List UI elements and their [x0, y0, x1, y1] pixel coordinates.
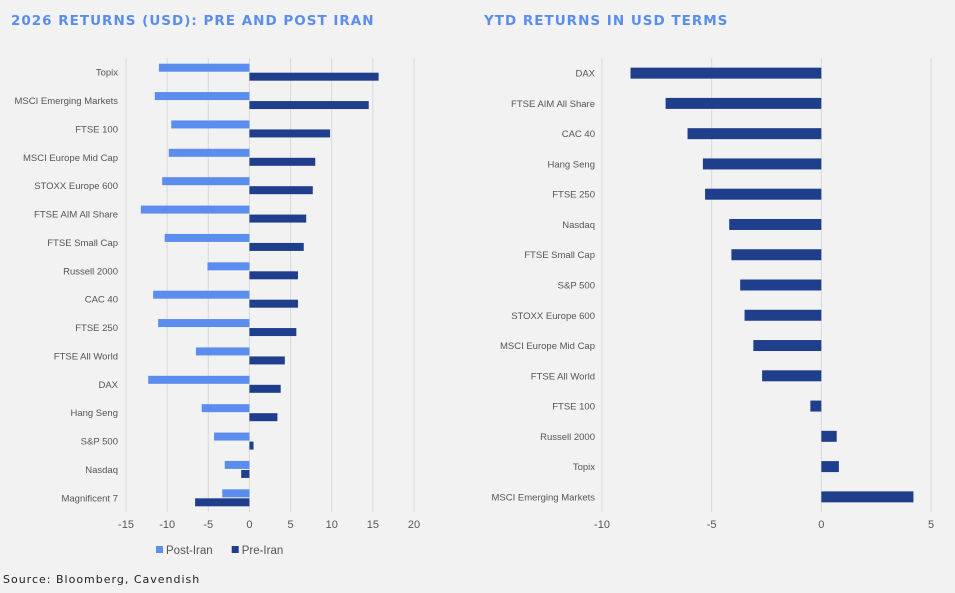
bar-ytd-topix: [821, 461, 839, 473]
bar-ytd-ftse-100: [810, 400, 822, 412]
bar-post-iran-ftse-small-cap: [164, 233, 250, 242]
category-label-hang-seng: Hang Seng: [70, 408, 118, 419]
bar-post-iran-ftse-250: [158, 319, 250, 328]
category-label-ftse-all-world: FTSE All World: [54, 351, 118, 362]
bar-pre-iran-ftse-all-world: [249, 356, 285, 365]
category-label-hang-seng: Hang Seng: [547, 159, 595, 170]
bar-pre-iran-hang-seng: [249, 413, 278, 422]
legend-swatch-post-iran: [156, 546, 163, 553]
category-label-russell-2000: Russell 2000: [63, 266, 118, 277]
category-label-msci-europe-mid-cap: MSCI Europe Mid Cap: [23, 153, 118, 164]
bar-ytd-cac-40: [687, 128, 822, 140]
category-label-topix: Topix: [573, 462, 595, 473]
category-label-ftse-aim-all-share: FTSE AIM All Share: [511, 99, 595, 110]
x-tick-label: -5: [707, 519, 717, 531]
pre-post-iran-returns-chart: -15 -10 -5 0 5 10 15 20 Topix MSCI Emerging Marke…: [15, 58, 420, 557]
x-tick-label: 0: [246, 519, 252, 531]
right-chart-title: YTD RETURNS IN USD TERMS: [484, 13, 729, 29]
bar-post-iran-msci-europe-mid-cap: [168, 148, 250, 157]
bar-post-iran-magnificent-7: [222, 489, 250, 498]
bar-pre-iran-ftse-small-cap: [249, 242, 304, 251]
category-label-ftse-aim-all-share: FTSE AIM All Share: [34, 210, 118, 221]
x-tick-label: 5: [928, 519, 934, 531]
legend-label-post-iran: Post-Iran: [166, 545, 213, 557]
bar-ytd-msci-emerging-markets: [821, 491, 914, 503]
category-label-ftse-all-world: FTSE All World: [531, 371, 595, 382]
category-label-s-p-500: S&P 500: [558, 281, 595, 292]
bar-ytd-ftse-aim-all-share: [665, 97, 822, 109]
x-tick-label: 15: [367, 519, 379, 531]
x-tick-label: -10: [594, 519, 610, 531]
ytd-returns-chart: -10 -5 0 5 DAX FTSE AIM All Share CAC 40 Hang S…: [492, 58, 934, 531]
bar-post-iran-ftse-100: [171, 120, 250, 129]
category-label-nasdaq: Nasdaq: [562, 220, 595, 231]
bar-ytd-msci-europe-mid-cap: [753, 340, 822, 352]
bar-pre-iran-ftse-100: [249, 129, 331, 138]
bar-post-iran-msci-emerging-markets: [154, 92, 250, 101]
bar-ytd-ftse-250: [705, 188, 822, 200]
bar-ytd-stoxx-europe-600: [744, 309, 822, 321]
bar-post-iran-nasdaq: [224, 460, 250, 469]
category-label-ftse-250: FTSE 250: [552, 190, 595, 201]
category-label-msci-europe-mid-cap: MSCI Europe Mid Cap: [500, 341, 595, 352]
legend-swatch-pre-iran: [231, 546, 239, 553]
bar-ytd-ftse-small-cap: [731, 249, 822, 261]
category-label-cac-40: CAC 40: [562, 129, 595, 140]
x-tick-label: 0: [818, 519, 824, 531]
category-label-stoxx-europe-600: STOXX Europe 600: [511, 311, 595, 322]
left-chart-title: 2026 RETURNS (USD): PRE AND POST IRAN: [11, 13, 375, 29]
bar-post-iran-ftse-aim-all-share: [140, 205, 250, 214]
category-label-ftse-small-cap: FTSE Small Cap: [524, 250, 595, 261]
bar-pre-iran-msci-europe-mid-cap: [249, 157, 316, 166]
bar-post-iran-stoxx-europe-600: [162, 177, 250, 186]
bar-pre-iran-russell-2000: [249, 271, 298, 280]
category-label-topix: Topix: [96, 68, 118, 79]
bar-post-iran-cac-40: [153, 290, 250, 299]
x-tick-label: 20: [408, 519, 420, 531]
category-label-s-p-500: S&P 500: [81, 437, 118, 448]
x-tick-label: -5: [203, 519, 213, 531]
category-label-cac-40: CAC 40: [85, 295, 118, 306]
bar-post-iran-topix: [158, 63, 250, 72]
category-label-magnificent-7: Magnificent 7: [61, 493, 118, 504]
category-label-stoxx-europe-600: STOXX Europe 600: [34, 181, 118, 192]
category-label-msci-emerging-markets: MSCI Emerging Markets: [492, 492, 596, 503]
category-label-ftse-250: FTSE 250: [75, 323, 118, 334]
x-tick-label: -15: [118, 519, 134, 531]
bar-ytd-hang-seng: [702, 158, 822, 170]
legend-label-pre-iran: Pre-Iran: [242, 545, 284, 557]
bar-post-iran-s-p-500: [214, 432, 250, 441]
bar-post-iran-dax: [148, 375, 250, 384]
bar-pre-iran-ftse-250: [249, 328, 297, 337]
source-note: Source: Bloomberg, Cavendish: [3, 573, 201, 586]
bar-ytd-s-p-500: [740, 279, 822, 291]
x-tick-label: 10: [326, 519, 338, 531]
bar-pre-iran-topix: [249, 72, 379, 81]
bar-post-iran-russell-2000: [207, 262, 250, 271]
category-label-ftse-100: FTSE 100: [552, 402, 595, 413]
category-label-russell-2000: Russell 2000: [540, 432, 595, 443]
category-label-ftse-small-cap: FTSE Small Cap: [47, 238, 118, 249]
x-tick-label: -10: [159, 519, 175, 531]
bar-pre-iran-s-p-500: [249, 441, 254, 450]
bar-pre-iran-msci-emerging-markets: [249, 101, 369, 110]
bar-ytd-ftse-all-world: [762, 370, 822, 382]
bar-ytd-dax: [630, 67, 822, 79]
bar-pre-iran-stoxx-europe-600: [249, 186, 313, 195]
bar-ytd-russell-2000: [821, 430, 837, 442]
bar-pre-iran-cac-40: [249, 299, 298, 308]
bar-pre-iran-dax: [249, 384, 281, 393]
bar-pre-iran-ftse-aim-all-share: [249, 214, 307, 223]
bar-pre-iran-nasdaq: [241, 469, 250, 478]
category-label-dax: DAX: [98, 380, 118, 391]
category-label-nasdaq: Nasdaq: [85, 465, 118, 476]
bar-ytd-nasdaq: [729, 218, 822, 230]
x-tick-label: 5: [288, 519, 294, 531]
bar-post-iran-ftse-all-world: [195, 347, 250, 356]
bar-post-iran-hang-seng: [201, 404, 250, 413]
bar-pre-iran-magnificent-7: [195, 498, 250, 507]
category-label-dax: DAX: [575, 69, 595, 80]
category-label-msci-emerging-markets: MSCI Emerging Markets: [15, 96, 119, 107]
category-label-ftse-100: FTSE 100: [75, 124, 118, 135]
